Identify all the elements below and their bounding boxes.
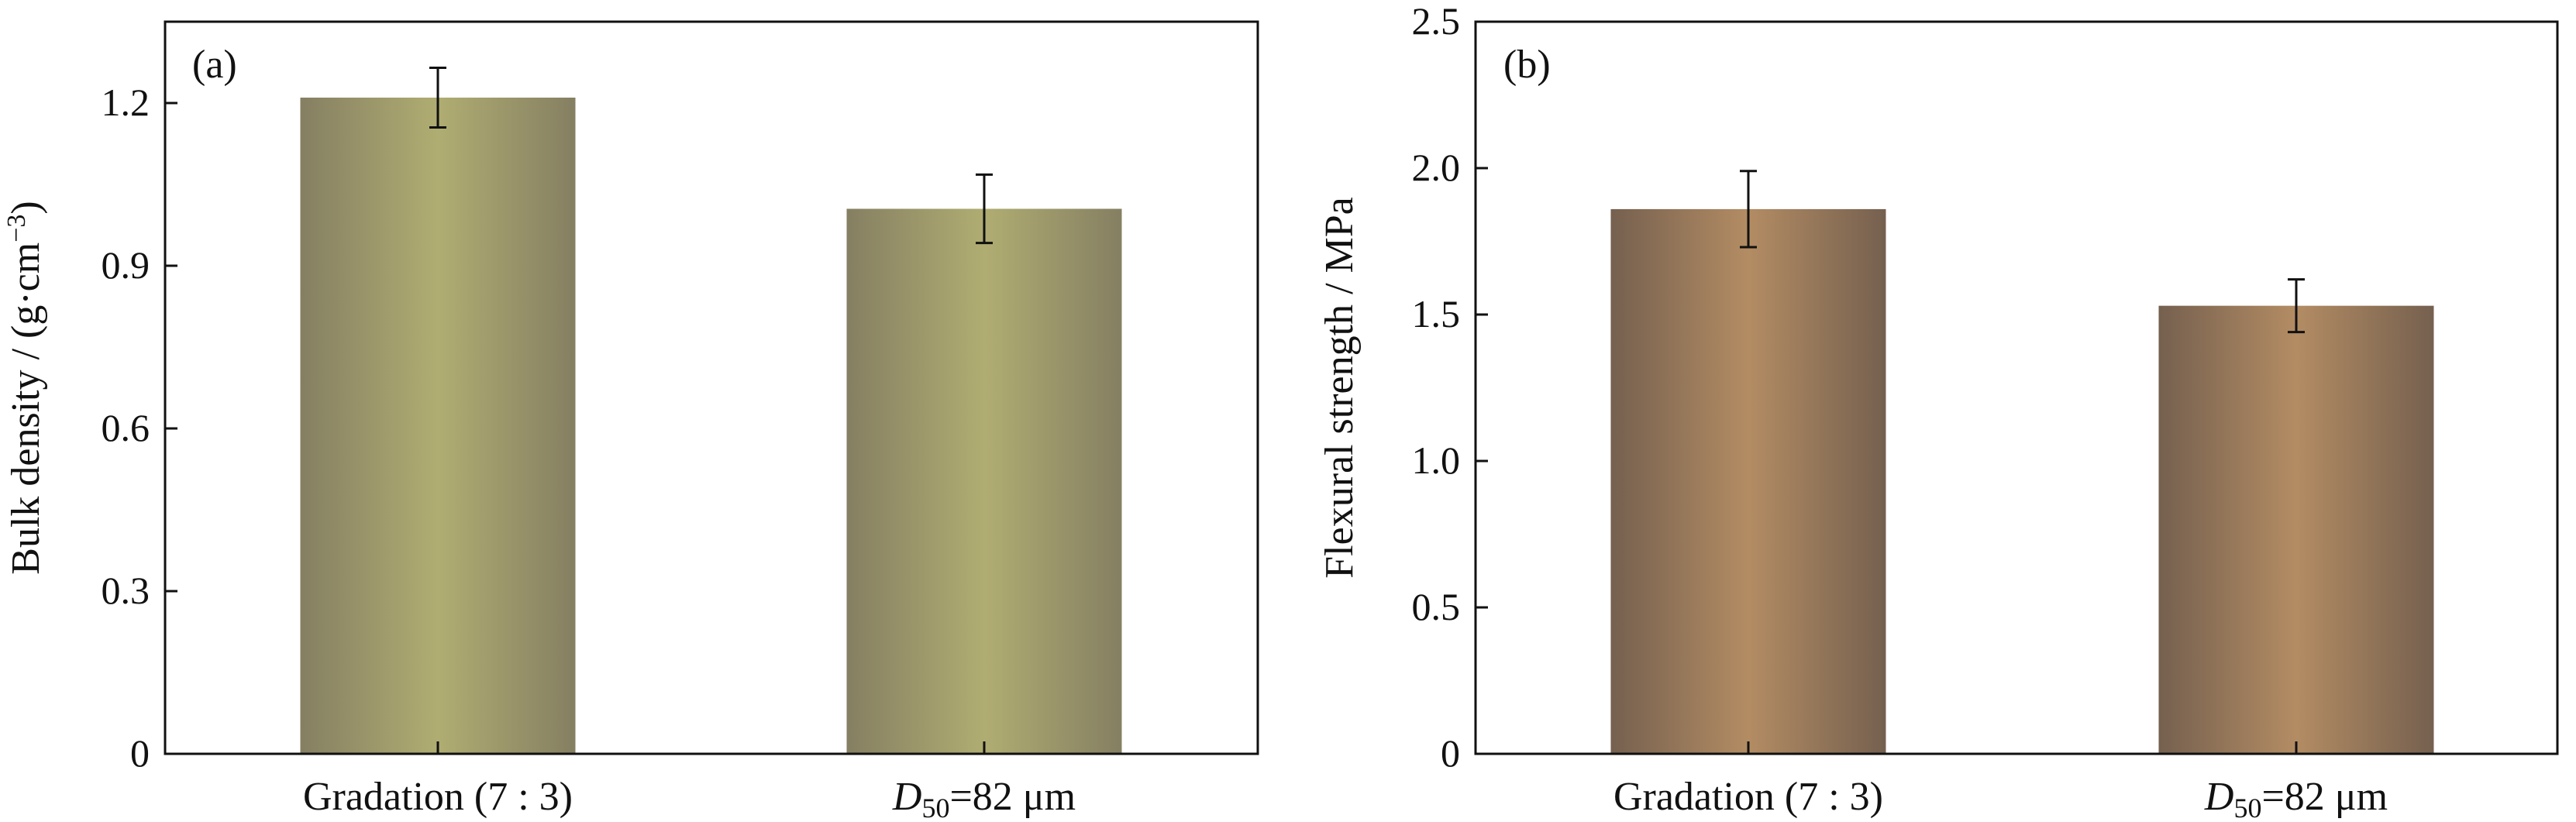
chart-panel-a: 0 0.3 0.6 0.9 1.2 Gradation (7 : 3) D50=82 μm B… — [2, 20, 1259, 822]
error-bar — [976, 173, 993, 245]
y-tick-label: 1.2 — [102, 81, 150, 124]
y-tick-label: 0 — [130, 731, 150, 775]
y-tick-label: 0.6 — [102, 406, 150, 449]
error-bar — [2288, 278, 2305, 334]
error-bar — [1740, 170, 1757, 249]
panel-label: (b) — [1503, 43, 1551, 87]
x-tick-label: D50=82 μm — [2204, 775, 2388, 822]
y-tick-label: 0.9 — [102, 243, 150, 287]
y-tick-label: 0 — [1441, 731, 1460, 775]
error-bar — [429, 67, 446, 129]
x-tick-label: Gradation (7 : 3) — [303, 775, 573, 819]
y-axis-label: Bulk density / (g·cm−3) — [2, 201, 48, 574]
y-tick-label: 1.5 — [1412, 292, 1461, 335]
x-tick-label: D50=82 μm — [892, 775, 1076, 822]
bar-d50 — [846, 208, 1122, 754]
plot-frame — [164, 20, 1259, 755]
y-tick-label: 0.3 — [102, 569, 150, 612]
bar-gradation — [1610, 208, 1886, 754]
y-axis-label: Flexural strength / MPa — [1317, 197, 1362, 579]
bar-d50 — [2158, 305, 2434, 754]
y-tick-label: 1.0 — [1412, 439, 1461, 482]
y-tick-label: 0.5 — [1412, 585, 1461, 628]
plot-frame — [1474, 20, 2559, 755]
y-tick-label: 2.5 — [1412, 0, 1461, 43]
y-tick-label: 2.0 — [1412, 146, 1461, 189]
chart-panel-b: 0 0.5 1.0 1.5 2.0 2.5 Gradation (7 : 3) D50=82 … — [1317, 0, 2559, 822]
x-tick-label: Gradation (7 : 3) — [1613, 775, 1883, 819]
bar-gradation — [300, 98, 576, 754]
panel-label: (a) — [192, 43, 237, 87]
